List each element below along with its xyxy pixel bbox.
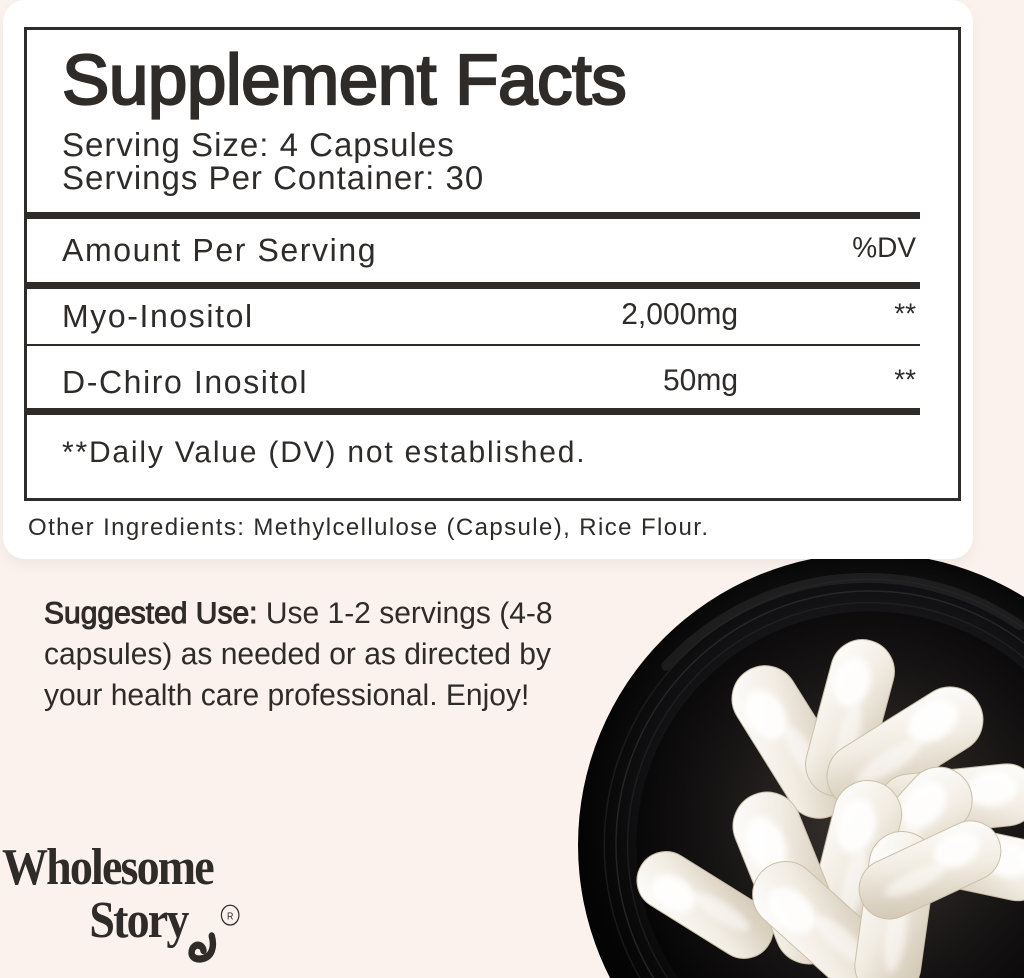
svg-text:R: R <box>227 911 234 922</box>
svg-text:Wholesome: Wholesome <box>2 837 214 895</box>
svg-text:Story: Story <box>89 890 189 948</box>
